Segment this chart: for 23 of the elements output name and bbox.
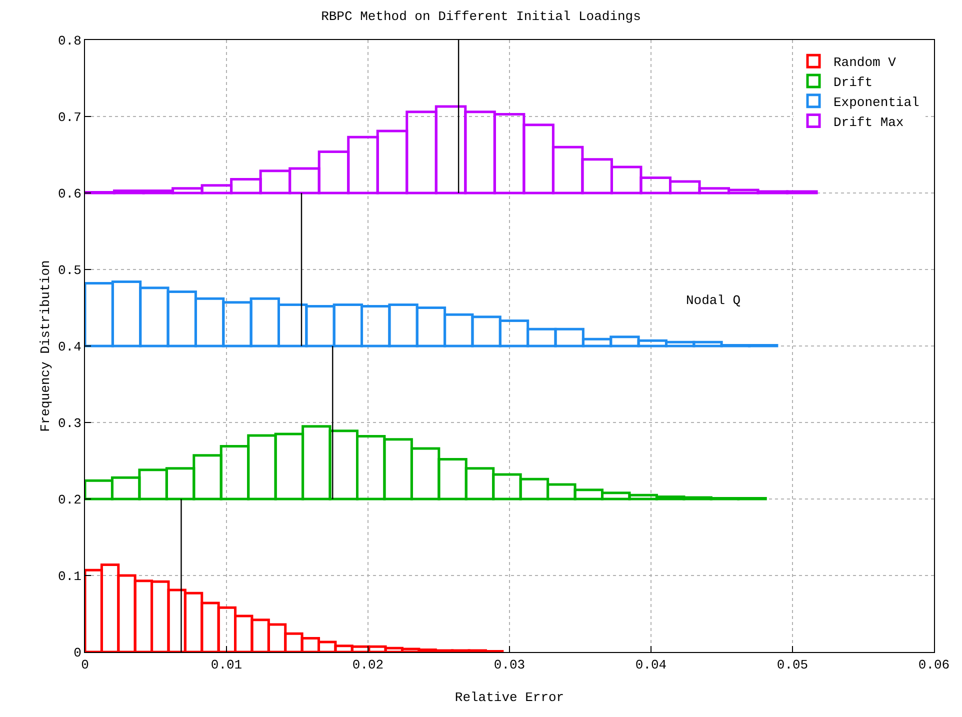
x-tick-label: 0.05 — [776, 658, 808, 673]
x-axis-title: Relative Error — [454, 690, 564, 705]
legend-label: Drift Max — [834, 114, 904, 130]
y-axis-title: Frequency Distribution — [38, 260, 53, 432]
y-tick-label: 0.8 — [58, 34, 82, 49]
y-tick-label: 0.2 — [58, 492, 82, 508]
chart-title: RBPC Method on Different Initial Loadings — [321, 8, 641, 24]
legend-label: Exponential — [834, 94, 920, 110]
y-tick-label: 0.4 — [58, 340, 82, 355]
x-tick-label: 0.03 — [494, 658, 526, 673]
legend-label: Drift — [834, 75, 873, 90]
y-tick-label: 0.5 — [58, 263, 82, 278]
y-tick-label: 0.3 — [58, 416, 82, 432]
legend-label: Random V — [834, 55, 896, 70]
y-tick-label: 0.6 — [58, 186, 82, 202]
x-tick-label: 0.04 — [635, 658, 667, 673]
y-tick-label: 0 — [74, 646, 82, 661]
x-tick-label: 0.01 — [210, 658, 242, 673]
y-tick-label: 0.1 — [58, 569, 82, 584]
y-tick-label: 0.7 — [58, 110, 82, 126]
x-tick-label: 0.06 — [918, 658, 950, 673]
x-tick-label: 0.02 — [352, 658, 384, 673]
annotation: Nodal Q — [686, 293, 741, 308]
